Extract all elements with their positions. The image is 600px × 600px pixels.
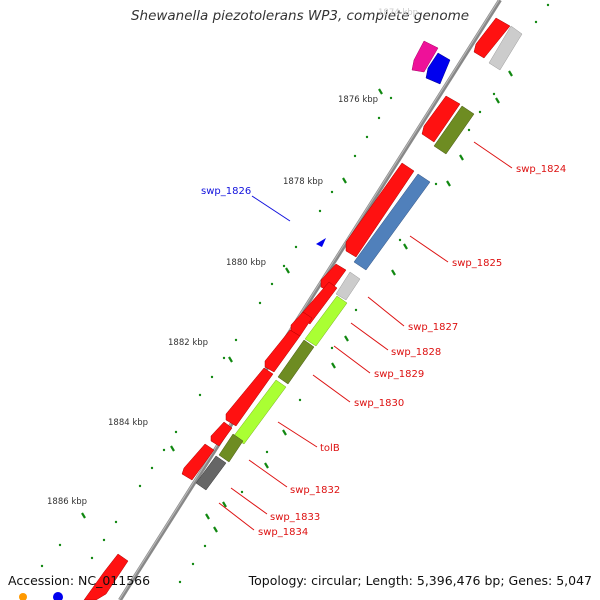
kbp-label: 1884 kbp [108, 418, 148, 428]
inner-dot-track [40, 96, 393, 568]
gene-feature[interactable] [473, 17, 511, 59]
gene-feature[interactable] [345, 162, 415, 258]
gene-feature[interactable] [353, 173, 431, 271]
gene-label[interactable]: swp_1832 [290, 485, 340, 496]
gene-feature[interactable] [425, 52, 451, 85]
label-leader-line-blue [251, 195, 291, 222]
gene-label[interactable]: swp_1830 [354, 398, 404, 409]
inner-cds-track [19, 40, 451, 600]
gene-feature[interactable] [421, 95, 461, 143]
gene-labels: swp_1824 swp_1825 swp_1826 swp_1827 swp_… [201, 164, 566, 538]
genome-summary-label: Topology: circular; Length: 5,396,476 bp… [248, 573, 592, 588]
accession-label: Accession: NC_011566 [8, 573, 151, 588]
gene-feature[interactable] [218, 433, 244, 463]
gene-feature[interactable] [195, 455, 227, 491]
genome-backbone [118, 0, 502, 600]
gene-feature[interactable] [83, 553, 129, 600]
gene-feature[interactable] [181, 443, 215, 481]
gene-label[interactable]: swp_1829 [374, 369, 424, 380]
gene-feature[interactable] [488, 25, 523, 71]
genome-title: Shewanella piezotolerans WP3, complete g… [130, 8, 470, 24]
gene-label[interactable]: swp_1826 [201, 186, 251, 197]
gene-feature[interactable] [277, 339, 315, 385]
gene-feature[interactable] [335, 271, 361, 301]
gene-feature[interactable] [316, 238, 326, 247]
kbp-label: 1874 kbp [378, 8, 418, 18]
gene-feature[interactable] [433, 105, 475, 155]
gene-feature[interactable] [232, 379, 287, 445]
gene-feature[interactable] [210, 421, 233, 447]
outer-cds-track [83, 17, 523, 600]
gene-feature[interactable] [53, 592, 63, 600]
gene-feature[interactable] [304, 295, 348, 347]
kbp-label: 1878 kbp [283, 177, 323, 187]
outer-dot-track [178, 3, 550, 584]
gene-label[interactable]: swp_1828 [391, 347, 441, 358]
kbp-label: 1886 kbp [47, 497, 87, 507]
gene-label[interactable]: swp_1833 [270, 512, 320, 523]
genome-backbone-highlight [118, 0, 500, 600]
gene-feature[interactable] [264, 329, 301, 373]
gene-label[interactable]: swp_1834 [258, 527, 308, 538]
kbp-ruler: 1874 kbp 1876 kbp 1878 kbp 1880 kbp 1882… [47, 8, 418, 507]
gene-label[interactable]: swp_1825 [452, 258, 502, 269]
gene-label[interactable]: swp_1827 [408, 322, 458, 333]
major-ticks [81, 70, 513, 533]
kbp-label: 1882 kbp [168, 338, 208, 348]
gene-feature[interactable] [225, 367, 274, 427]
kbp-label: 1880 kbp [226, 258, 266, 268]
gene-feature[interactable] [411, 40, 439, 73]
kbp-label: 1876 kbp [338, 95, 378, 105]
gene-label[interactable]: swp_1824 [516, 164, 566, 175]
label-leader-lines [218, 141, 513, 531]
gene-label[interactable]: tolB [320, 443, 340, 454]
gene-feature[interactable] [19, 593, 27, 600]
